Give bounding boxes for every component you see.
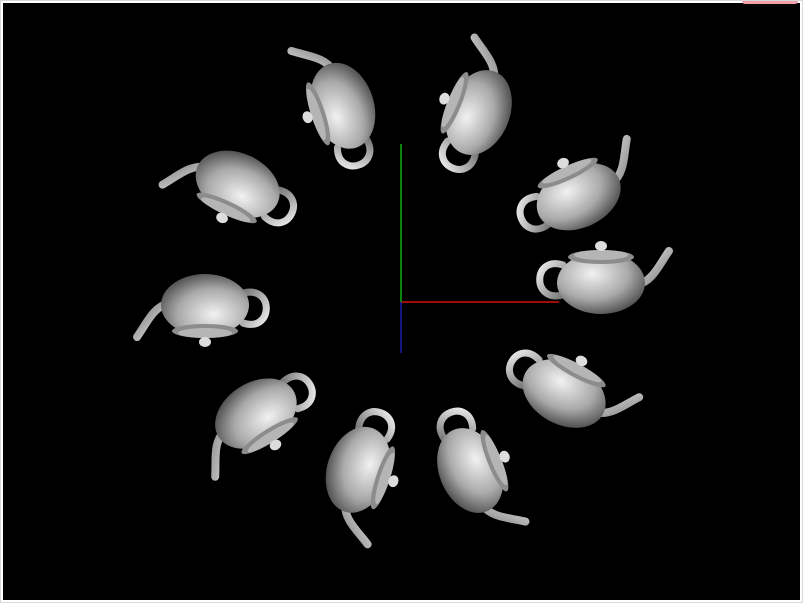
teapot-icon — [282, 32, 391, 177]
teapot-icon — [137, 274, 266, 347]
teapot-ring — [137, 32, 669, 548]
teapot-icon — [540, 241, 669, 314]
axes-gizmo — [400, 144, 559, 353]
teapot-icon — [182, 355, 330, 485]
teapot-scene[interactable] — [3, 3, 800, 600]
teapot-icon — [158, 128, 306, 249]
close-icon[interactable] — [742, 1, 798, 4]
teapot-icon — [505, 130, 653, 251]
opengl-viewport[interactable] — [3, 3, 800, 600]
teapot-icon — [495, 328, 643, 453]
teapot-icon — [417, 34, 533, 181]
teapot-icon — [308, 402, 417, 547]
teapot-icon — [419, 398, 535, 545]
